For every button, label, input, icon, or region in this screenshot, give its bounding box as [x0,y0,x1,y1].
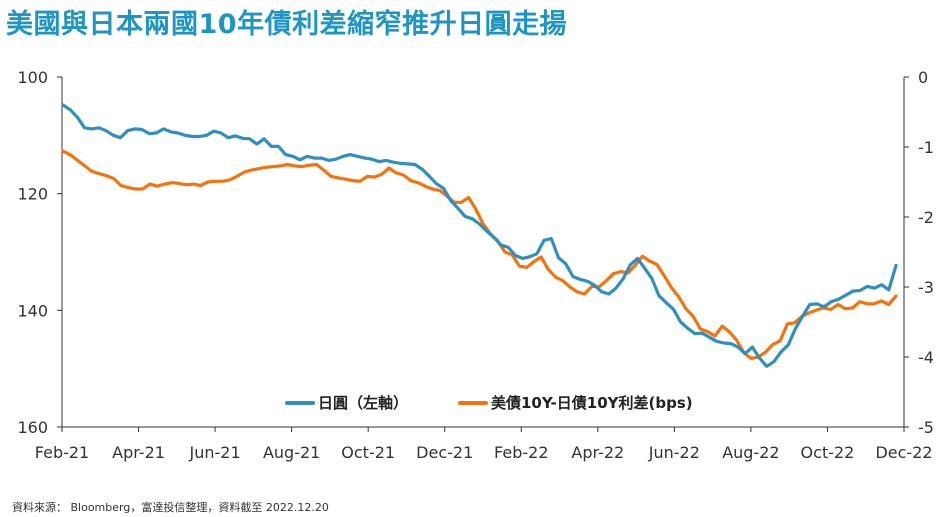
chart-axes [61,77,905,428]
x-tick-label: Aug-22 [722,443,779,462]
right-tick-label: -3 [918,278,934,297]
page-title: 美國與日本兩國10年債利差縮窄推升日圓走揚 [6,9,568,40]
source-note: 資料來源： Bloomberg，富達投信整理，資料截至 2022.12.20 [12,501,329,514]
x-tick-label: Feb-22 [494,443,548,462]
right-tick-label: -5 [918,418,934,437]
x-tick-label: Oct-21 [341,443,395,462]
left-tick-label: 160 [17,418,48,437]
legend: 日圓（左軸） 美債10Y-日債10Y利差(bps) [285,394,693,412]
x-tick-label: Dec-21 [416,443,473,462]
x-tick-label: Oct-22 [801,443,855,462]
left-axis-ticks: 100 120 140 160 [17,68,62,437]
x-axis-ticks: Feb-21 Apr-21 Jun-21 Aug-21 Oct-21 Dec-21 Feb-… [35,427,933,462]
legend-label: 日圓（左軸） [318,394,408,412]
x-tick-label: Dec-22 [875,443,932,462]
series-line-spread [61,149,898,360]
x-tick-label: Feb-21 [35,443,89,462]
right-tick-label: -2 [918,208,934,227]
right-tick-label: -4 [918,348,934,367]
left-tick-label: 140 [17,301,48,320]
series-line-jpy [61,103,898,368]
x-tick-label: Jun-22 [648,443,700,462]
left-tick-label: 100 [17,68,48,87]
x-tick-label: Jun-21 [189,443,241,462]
legend-label: 美債10Y-日債10Y利差(bps) [491,394,693,412]
right-tick-label: 0 [918,68,928,87]
x-tick-label: Apr-21 [112,443,165,462]
series-layer [61,103,898,368]
right-tick-label: -1 [918,138,934,157]
right-axis-ticks: 0 -1 -2 -3 -4 -5 [904,68,934,437]
x-tick-label: Apr-22 [571,443,624,462]
left-tick-label: 120 [17,185,48,204]
x-tick-label: Aug-21 [263,443,320,462]
